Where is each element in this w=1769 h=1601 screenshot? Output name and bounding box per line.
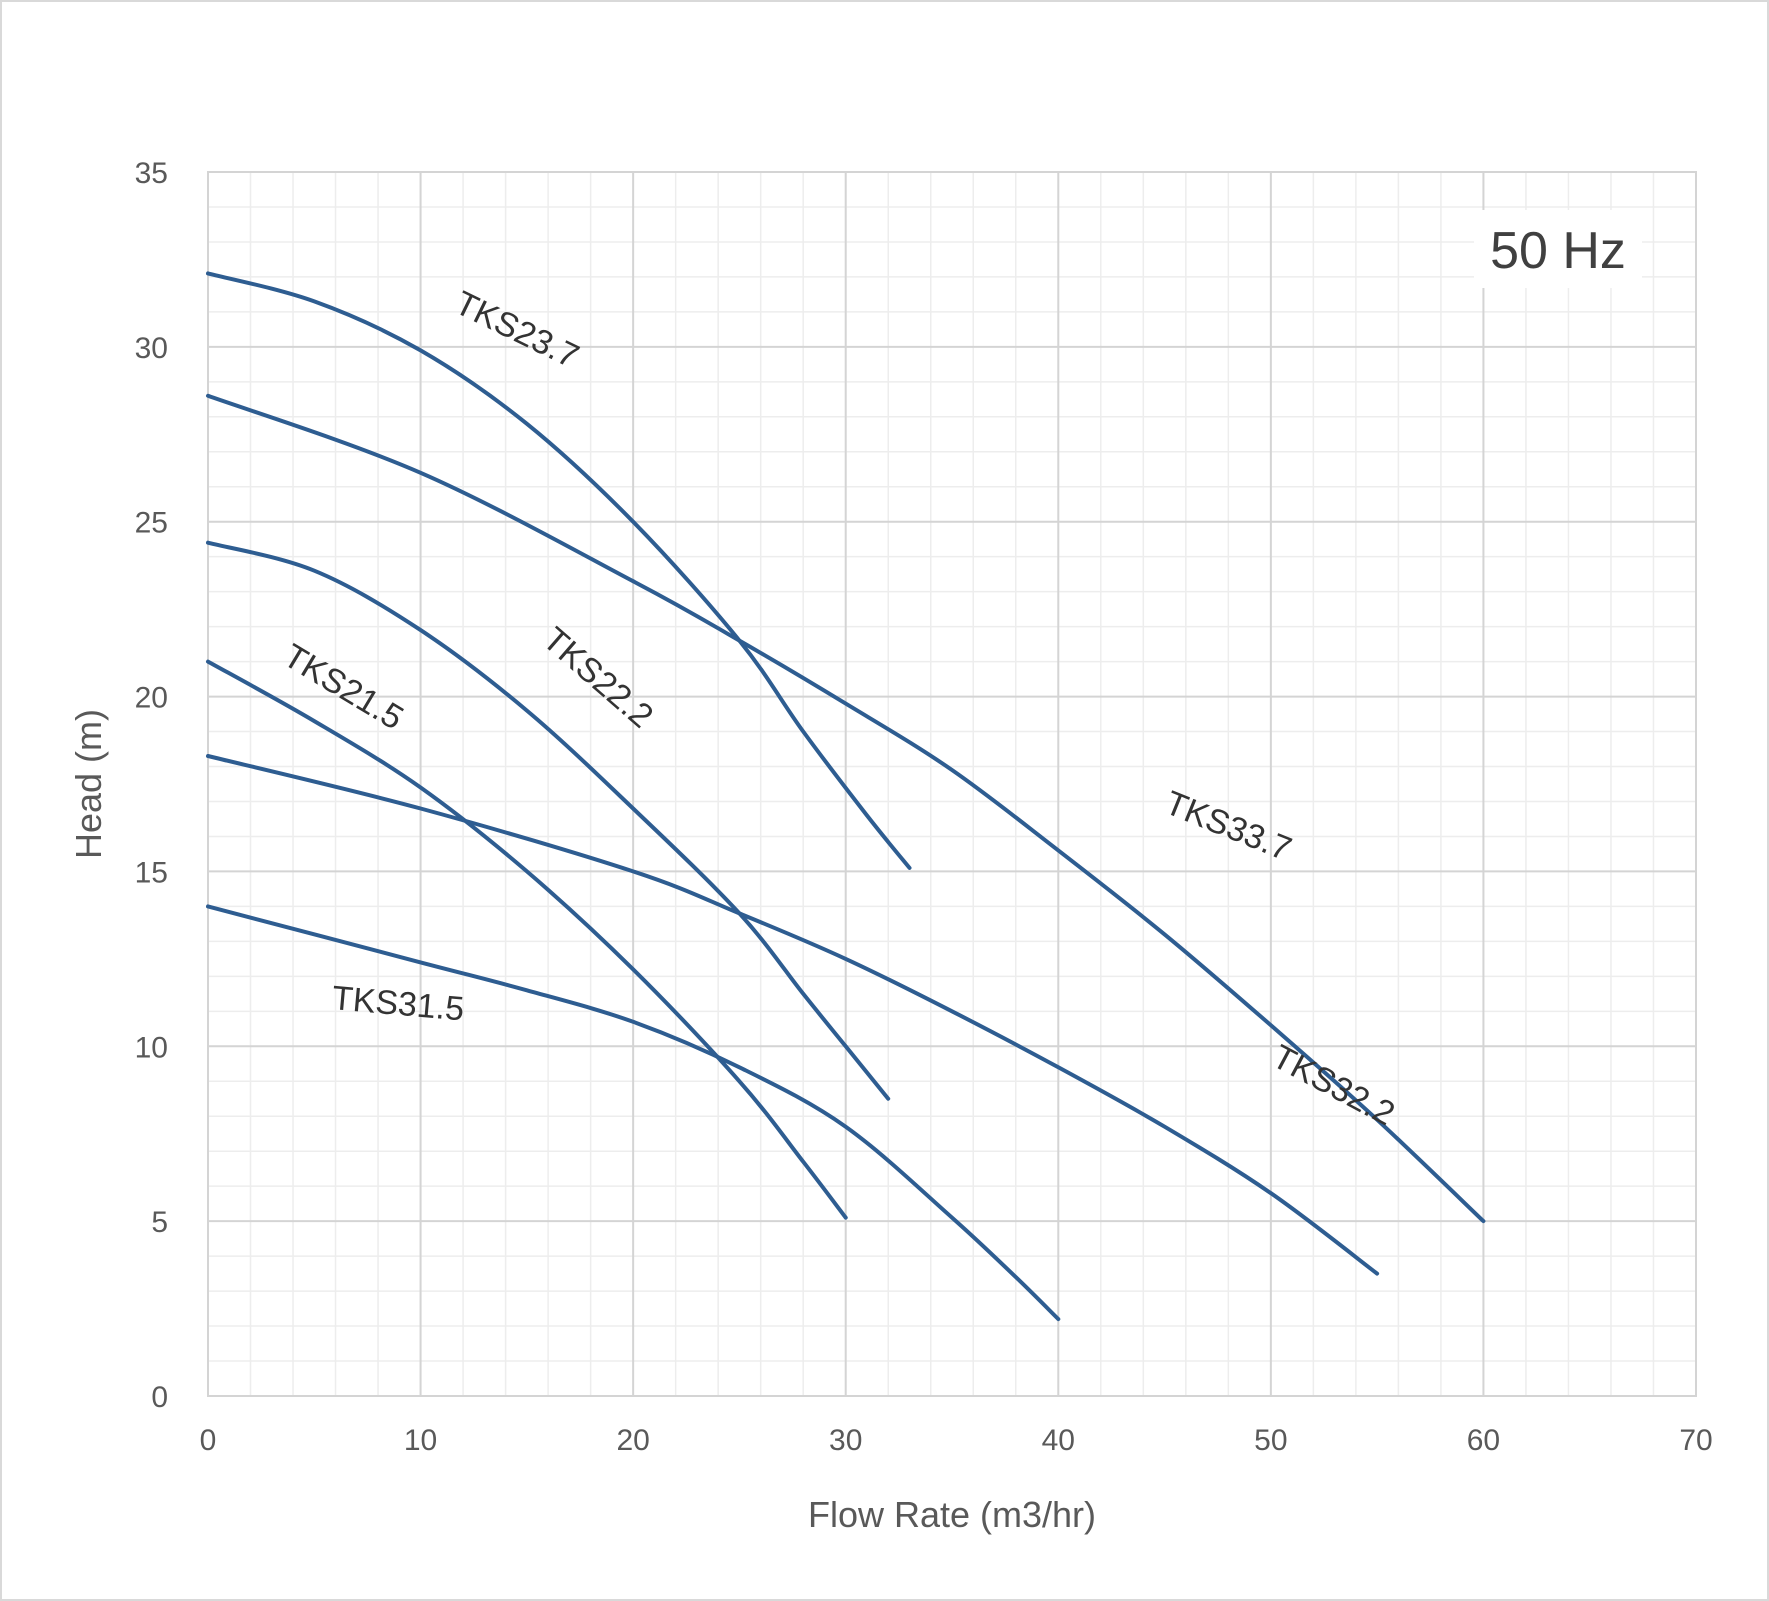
x-tick-label: 10: [404, 1424, 437, 1457]
y-tick-label: 0: [151, 1381, 168, 1414]
x-tick-labels: 0 10 20 30 40 50 60 70: [200, 1424, 1713, 1457]
series-line-tks33-7: [206, 393, 1486, 1224]
series-line-tks31-5: [206, 904, 1061, 1322]
series-line-tks23-7: [206, 271, 912, 870]
curve-label-tks31-5: TKS31.5: [331, 979, 466, 1028]
x-tick-label: 70: [1679, 1424, 1712, 1457]
curve-label-tks21-5: TKS21.5: [277, 637, 410, 738]
x-tick-label: 30: [829, 1424, 862, 1457]
y-axis-title: Head (m): [68, 709, 109, 859]
y-tick-label: 20: [135, 682, 168, 715]
y-tick-label: 5: [151, 1206, 168, 1239]
plot-area-border: [207, 171, 1697, 1397]
x-tick-label: 20: [616, 1424, 649, 1457]
series-lines: [206, 271, 1486, 1322]
y-tick-label: 25: [135, 507, 168, 540]
curve-label-tks23-7: TKS23.7: [449, 284, 585, 376]
series-line-tks21-5: [206, 659, 848, 1220]
frequency-annotation: 50 Hz: [1474, 210, 1642, 288]
frequency-label: 50 Hz: [1490, 222, 1626, 280]
y-tick-labels: 0 5 10 15 20 25 30 35: [135, 157, 168, 1414]
grid-minor: [208, 172, 1696, 1396]
curve-label-tks22-2: TKS22.2: [535, 620, 660, 735]
x-tick-label: 40: [1042, 1424, 1075, 1457]
x-axis-title: Flow Rate (m3/hr): [808, 1494, 1096, 1535]
y-tick-label: 10: [135, 1031, 168, 1064]
x-tick-label: 0: [200, 1424, 217, 1457]
x-tick-label: 60: [1467, 1424, 1500, 1457]
x-tick-label: 50: [1254, 1424, 1287, 1457]
curve-label-tks32-2: TKS32.2: [1266, 1038, 1401, 1134]
y-tick-label: 30: [135, 332, 168, 365]
y-tick-label: 35: [135, 157, 168, 190]
plot-border: [207, 171, 1697, 1397]
y-tick-label: 15: [135, 856, 168, 889]
curve-labels: TKS23.7TKS33.7TKS22.2TKS21.5TKS32.2TKS31…: [277, 284, 1401, 1133]
series-line-tks22-2: [206, 540, 891, 1101]
series-line-tks32-2: [206, 754, 1380, 1276]
